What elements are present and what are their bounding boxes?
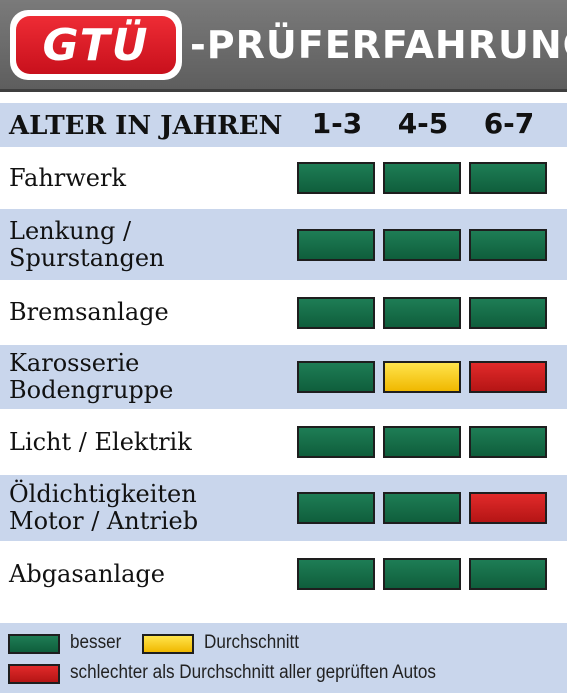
age-label: ALTER IN JAHREN bbox=[9, 111, 283, 141]
row-label-line: Öldichtigkeiten bbox=[9, 480, 197, 508]
table-row: Fahrwerk bbox=[0, 147, 567, 209]
rating-cell-besser bbox=[469, 229, 547, 261]
rating-cell-besser bbox=[383, 229, 461, 261]
rating-cell-besser bbox=[383, 492, 461, 524]
rating-cell-besser bbox=[383, 297, 461, 329]
rating-cell-schlechter bbox=[469, 492, 547, 524]
legend-swatch-worse bbox=[8, 664, 60, 684]
rating-cell-besser bbox=[297, 426, 375, 458]
row-label-line: Fahrwerk bbox=[9, 164, 127, 192]
rating-cell-besser bbox=[469, 297, 547, 329]
gtu-logo: GTÜ bbox=[10, 10, 182, 80]
column-header-row: ALTER IN JAHREN 1-3 4-5 6-7 bbox=[0, 103, 567, 147]
rating-cell-besser bbox=[383, 558, 461, 590]
row-label-line: Karosserie bbox=[9, 349, 140, 377]
row-label: Fahrwerk bbox=[9, 165, 126, 192]
row-label-line: Bodengruppe bbox=[9, 376, 174, 404]
rating-cell-besser bbox=[297, 297, 375, 329]
legend-label-average: Durchschnitt bbox=[204, 632, 300, 653]
age-col-3: 6-7 bbox=[483, 107, 535, 140]
rating-cell-durchschnitt bbox=[383, 361, 461, 393]
row-label: Abgasanlage bbox=[9, 561, 165, 588]
table-row: Licht / Elektrik bbox=[0, 409, 567, 475]
age-col-1: 1-3 bbox=[311, 107, 363, 140]
logo-text: GTÜ bbox=[42, 19, 150, 71]
table-row: Karosserie Bodengruppe bbox=[0, 345, 567, 409]
header-bar: GTÜ -PRÜFERFAHRUNG bbox=[0, 0, 567, 92]
row-label-line: Motor / Antrieb bbox=[9, 507, 199, 535]
row-label: Karosserie Bodengruppe bbox=[9, 350, 173, 404]
legend-label-worse: schlechter als Durchschnitt aller geprüf… bbox=[70, 662, 436, 683]
row-label: Öldichtigkeiten Motor / Antrieb bbox=[9, 481, 198, 535]
row-label-line: Bremsanlage bbox=[9, 298, 169, 326]
row-label: Licht / Elektrik bbox=[9, 429, 192, 456]
rating-cell-besser bbox=[297, 229, 375, 261]
rating-cell-besser bbox=[469, 162, 547, 194]
age-col-2: 4-5 bbox=[397, 107, 449, 140]
rating-cell-schlechter bbox=[469, 361, 547, 393]
rating-cell-besser bbox=[383, 426, 461, 458]
rating-cell-besser bbox=[297, 162, 375, 194]
table-row: Abgasanlage bbox=[0, 541, 567, 607]
legend-swatch-average bbox=[142, 634, 194, 654]
rating-cell-besser bbox=[297, 558, 375, 590]
row-label: Bremsanlage bbox=[9, 299, 169, 326]
row-label-line: Abgasanlage bbox=[9, 560, 165, 588]
rating-cell-besser bbox=[383, 162, 461, 194]
rating-cell-besser bbox=[469, 426, 547, 458]
legend-label-better: besser bbox=[70, 632, 122, 653]
legend: besser Durchschnitt schlechter als Durch… bbox=[0, 623, 567, 693]
rating-cell-besser bbox=[297, 492, 375, 524]
page-title: -PRÜFERFAHRUNG bbox=[190, 23, 567, 67]
row-label: Lenkung / Spurstangen bbox=[9, 218, 164, 272]
rating-cell-besser bbox=[469, 558, 547, 590]
rating-cell-besser bbox=[297, 361, 375, 393]
row-label-line: Lenkung / bbox=[9, 217, 132, 245]
row-label-line: Spurstangen bbox=[9, 244, 165, 272]
row-label-line: Licht / Elektrik bbox=[9, 428, 192, 456]
table-row: Bremsanlage bbox=[0, 280, 567, 345]
table-row: Lenkung / Spurstangen bbox=[0, 209, 567, 280]
legend-swatch-better bbox=[8, 634, 60, 654]
table-row: Öldichtigkeiten Motor / Antrieb bbox=[0, 475, 567, 541]
